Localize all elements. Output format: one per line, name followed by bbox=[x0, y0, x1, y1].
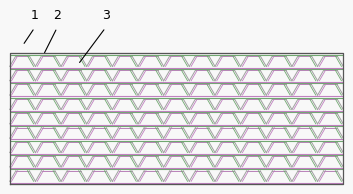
Text: 2: 2 bbox=[53, 9, 61, 22]
Text: 1: 1 bbox=[31, 9, 38, 22]
Text: 3: 3 bbox=[102, 9, 109, 22]
